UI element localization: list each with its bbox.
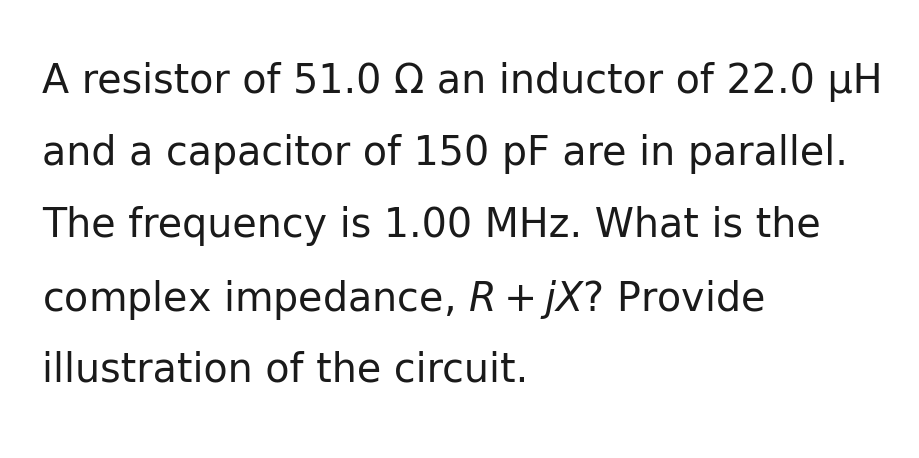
Text: A resistor of 51.0 Ω an inductor of 22.0 μH: A resistor of 51.0 Ω an inductor of 22.0… bbox=[42, 62, 881, 102]
Text: The frequency is 1.00 MHz. What is the: The frequency is 1.00 MHz. What is the bbox=[42, 206, 820, 246]
Text: complex impedance, $R + jX$? Provide: complex impedance, $R + jX$? Provide bbox=[42, 278, 764, 322]
Text: and a capacitor of 150 pF are in parallel.: and a capacitor of 150 pF are in paralle… bbox=[42, 134, 847, 174]
Text: illustration of the circuit.: illustration of the circuit. bbox=[42, 350, 528, 390]
